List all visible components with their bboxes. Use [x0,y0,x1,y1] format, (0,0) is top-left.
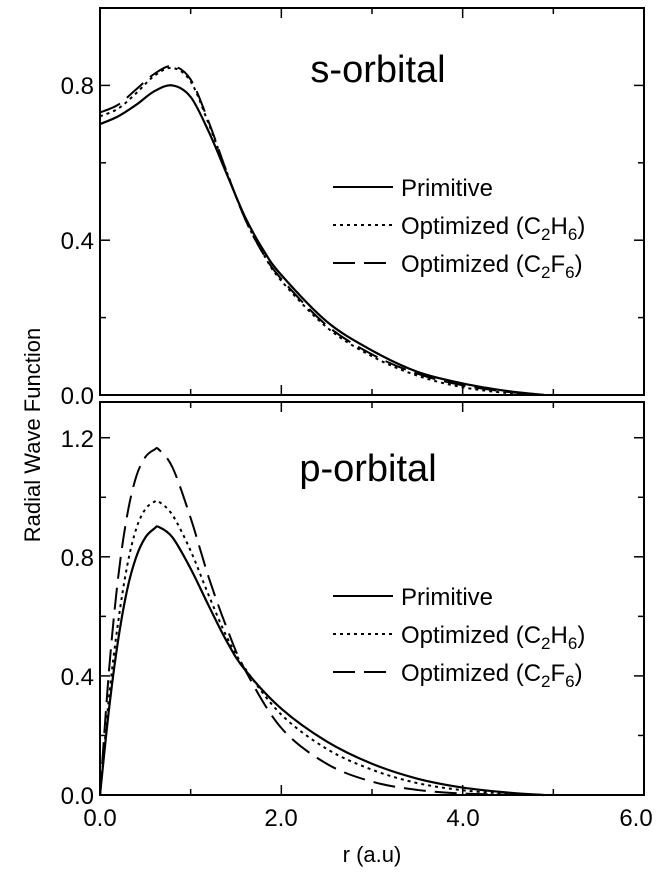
s-orbital-y-tick-labels: 0.0 0.4 0.8 [61,73,94,410]
p-ytick-label-2: 0.8 [61,545,94,572]
xtick-label-0: 0.0 [83,805,116,832]
xtick-label-2: 4.0 [446,805,479,832]
p-ytick-label-1: 0.4 [61,664,94,691]
p-orbital-legend: Primitive Optimized (C2H6) Optimized (C2… [333,584,585,691]
p-orbital-panel: 0.0 0.4 0.8 1.2 p-orbital Primitive Opti… [61,401,645,810]
p-legend-label-primitive: Primitive [401,584,493,611]
p-legend-label-c2h6: Optimized (C2H6) [401,622,585,653]
s-ytick-label-1: 0.4 [61,228,94,255]
xtick-label-1: 2.0 [264,805,297,832]
p-orbital-title: p-orbital [299,448,436,490]
s-orbital-legend: Primitive Optimized (C2H6) Optimized (C2… [333,175,585,282]
s-ytick-label-2: 0.8 [61,73,94,100]
s-legend-label-c2f6: Optimized (C2F6) [401,251,583,282]
s-orbital-title: s-orbital [310,49,445,91]
p-orbital-ticks [99,402,645,796]
s-legend-label-c2h6: Optimized (C2H6) [401,213,585,244]
p-orbital-series [98,447,545,797]
s-ytick-label-0: 0.0 [61,383,94,410]
p-legend-label-c2f6: Optimized (C2F6) [401,660,583,691]
p-series-line-dashed [99,447,545,796]
s-orbital-series [99,64,545,397]
s-orbital-ticks [99,7,645,396]
p-orbital-y-tick-labels: 0.0 0.4 0.8 1.2 [61,426,94,810]
p-ytick-label-0: 0.0 [61,783,94,810]
s-series-line-dashed [99,64,545,396]
x-tick-labels: 0.0 2.0 4.0 6.0 [83,805,652,832]
p-series-line-solid [98,525,545,797]
s-series-line-solid [99,84,545,397]
y-axis-label: Radial Wave Function [20,328,45,542]
xtick-label-3: 6.0 [619,805,652,832]
x-axis-label: r (a.u) [343,842,402,867]
p-ytick-label-3: 1.2 [61,426,94,453]
s-legend-label-primitive: Primitive [401,175,493,202]
s-orbital-panel: 0.0 0.4 0.8 s-orbital Primitive Optimize… [61,7,645,410]
